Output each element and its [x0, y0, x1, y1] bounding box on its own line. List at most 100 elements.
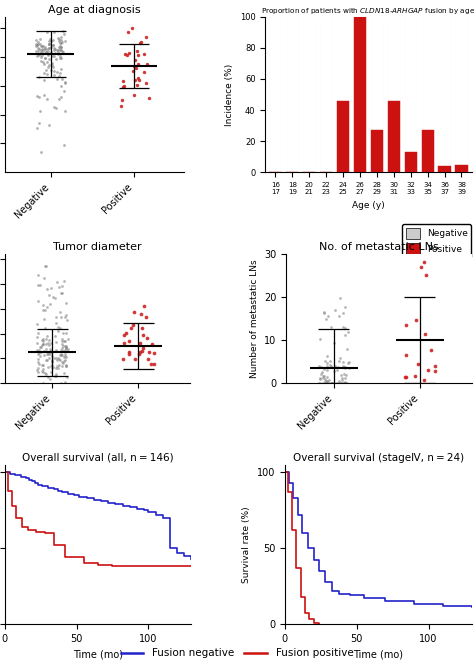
Point [57, 34, 65, 45]
Point [46, 344, 54, 354]
Point [33, 40, 41, 51]
Point [340, 362, 348, 372]
Point [119, 75, 127, 86]
Point [63, 361, 70, 372]
Point [40, 68, 47, 79]
Point [55, 34, 63, 44]
Point [121, 48, 128, 59]
Point [48, 50, 56, 61]
Point [62, 360, 70, 370]
Point [55, 42, 63, 52]
Point [320, 364, 328, 374]
Point [44, 50, 51, 61]
Point [57, 349, 64, 360]
Point [341, 302, 349, 313]
Point [63, 352, 70, 362]
Point [39, 360, 47, 370]
Point [137, 338, 144, 348]
Point [414, 358, 421, 369]
Point [324, 375, 331, 386]
Point [325, 375, 333, 386]
Point [57, 378, 65, 389]
Point [334, 365, 341, 376]
Point [328, 378, 336, 389]
Point [131, 74, 138, 85]
Point [320, 371, 328, 382]
Point [48, 357, 56, 368]
Point [331, 304, 339, 315]
Point [336, 311, 343, 321]
Point [56, 53, 64, 64]
Point [60, 29, 68, 40]
Point [54, 363, 62, 374]
Bar [388, 17, 400, 101]
Bar [456, 17, 467, 172]
Point [56, 44, 64, 55]
Point [342, 370, 350, 380]
Bar [438, 17, 451, 166]
Point [431, 360, 439, 371]
Point [137, 38, 144, 49]
Point [322, 378, 329, 389]
Title: No. of metastatic LNs: No. of metastatic LNs [319, 242, 439, 252]
Point [327, 360, 335, 371]
Point [341, 323, 349, 333]
Point [43, 69, 50, 80]
Point [319, 367, 326, 378]
Point [328, 378, 335, 389]
Point [34, 362, 42, 373]
Point [134, 50, 142, 60]
Point [55, 360, 63, 370]
Point [58, 356, 66, 367]
Point [53, 345, 60, 356]
Point [40, 313, 48, 324]
Point [36, 92, 43, 103]
Y-axis label: Survival rate (%): Survival rate (%) [242, 506, 251, 582]
Point [51, 330, 59, 341]
Point [130, 61, 138, 72]
Point [122, 328, 129, 339]
Point [316, 373, 324, 384]
Point [339, 360, 346, 371]
Point [47, 346, 55, 356]
Point [337, 378, 344, 389]
Point [126, 349, 133, 360]
Title: Tumor diameter: Tumor diameter [53, 242, 142, 252]
Point [134, 59, 141, 70]
Point [336, 356, 343, 366]
Point [64, 344, 72, 354]
Point [53, 66, 61, 77]
Point [35, 49, 42, 60]
Point [35, 353, 42, 364]
Bar [371, 130, 383, 172]
Point [120, 81, 128, 91]
Point [132, 63, 139, 74]
Point [56, 50, 64, 61]
Point [48, 367, 55, 378]
Point [345, 363, 353, 374]
Point [52, 103, 60, 114]
Point [56, 355, 64, 366]
Point [44, 62, 52, 72]
Point [49, 292, 57, 303]
Point [53, 371, 60, 382]
Point [130, 307, 138, 317]
Point [35, 43, 42, 54]
Point [45, 347, 53, 358]
Point [61, 344, 69, 355]
Point [316, 334, 323, 345]
Point [54, 33, 62, 44]
Point [47, 46, 55, 57]
Point [136, 346, 143, 357]
Point [56, 41, 64, 52]
Point [48, 354, 55, 365]
Point [133, 46, 141, 56]
Point [345, 357, 353, 368]
Point [319, 370, 327, 381]
Point [321, 374, 329, 384]
Point [421, 329, 428, 340]
Bar [303, 17, 315, 172]
Point [33, 318, 41, 329]
Bar [337, 17, 349, 101]
Point [52, 317, 59, 328]
